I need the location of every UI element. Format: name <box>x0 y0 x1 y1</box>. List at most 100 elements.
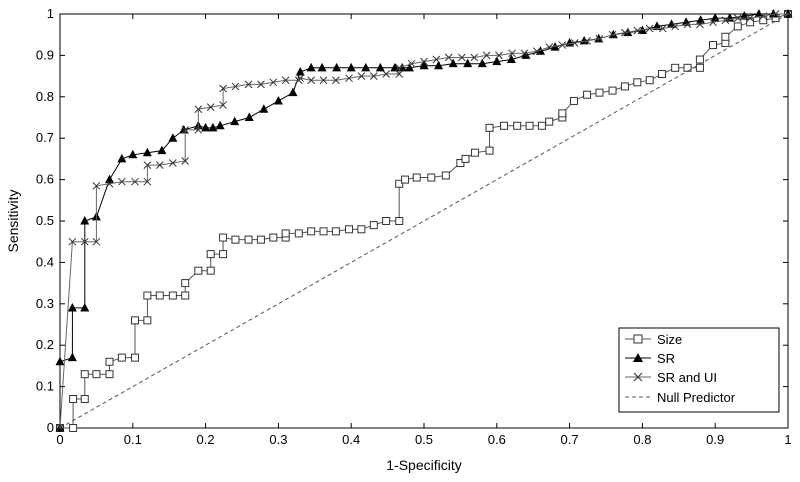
legend-entry-sr: SR <box>625 351 675 366</box>
point-1 <box>404 62 414 72</box>
point-2 <box>345 74 353 83</box>
y-tick-label: 0 <box>47 420 54 435</box>
x-axis-label: 1-Specificity <box>386 457 461 473</box>
x-tick-label: 0.2 <box>197 432 215 447</box>
point-2 <box>508 49 516 58</box>
y-tick-label: 0.8 <box>36 89 54 104</box>
point-2 <box>357 72 366 80</box>
point-2 <box>444 53 453 62</box>
point-2 <box>671 22 680 31</box>
point-0 <box>130 353 139 362</box>
point-1 <box>80 216 90 225</box>
x-tick-label: 0.4 <box>342 432 360 447</box>
point-1 <box>259 104 269 113</box>
point-0 <box>583 90 592 99</box>
point-0 <box>281 229 290 238</box>
point-2 <box>206 103 215 112</box>
point-2 <box>432 55 441 64</box>
point-0 <box>569 96 578 105</box>
point-2 <box>608 30 617 39</box>
point-2 <box>219 84 227 93</box>
point-1 <box>67 302 77 312</box>
y-tick-label: 1 <box>47 6 54 21</box>
y-tick-label: 0.1 <box>36 379 54 394</box>
point-2 <box>470 53 479 62</box>
point-1 <box>506 54 516 64</box>
point-2 <box>495 51 503 60</box>
point-0 <box>485 123 494 132</box>
point-2 <box>131 177 139 186</box>
point-1 <box>710 13 720 22</box>
point-1 <box>375 62 385 72</box>
point-0 <box>117 353 126 362</box>
point-0 <box>69 395 78 404</box>
y-tick-label: 0.3 <box>36 296 54 311</box>
point-2 <box>80 237 89 246</box>
point-2 <box>458 53 466 62</box>
point-0 <box>633 78 642 87</box>
x-tick-label: 0.3 <box>269 432 287 447</box>
point-0 <box>401 175 410 184</box>
point-0 <box>470 148 479 157</box>
axis-ticks: 0 0.1 0.2 0.3 0.4 0.5 0.6 0.7 0.8 0.9 1 0 0.1 0.2 0.3 0… <box>36 6 792 447</box>
legend-box <box>618 327 780 413</box>
point-2 <box>721 16 730 25</box>
point-0 <box>525 121 534 130</box>
point-0 <box>558 109 567 118</box>
point-2 <box>709 18 717 27</box>
point-1 <box>652 21 662 30</box>
point-0 <box>545 117 554 126</box>
point-0 <box>357 225 366 234</box>
y-tick-label: 0.5 <box>36 213 54 228</box>
point-0 <box>620 82 629 91</box>
point-1 <box>208 122 218 132</box>
point-2 <box>595 34 604 43</box>
x-tick-label: 1 <box>784 432 791 447</box>
point-2 <box>696 20 704 29</box>
y-tick-label: 0.7 <box>36 130 54 145</box>
point-1 <box>67 352 77 362</box>
point-0 <box>369 221 378 230</box>
point-2 <box>332 76 340 85</box>
point-0 <box>69 424 78 432</box>
point-2 <box>168 159 177 167</box>
point-2 <box>583 37 591 45</box>
point-2 <box>92 237 101 246</box>
point-0 <box>645 76 654 85</box>
point-2 <box>143 177 152 186</box>
point-2 <box>269 78 278 87</box>
point-2 <box>395 63 404 72</box>
point-2 <box>143 161 152 169</box>
x-tick-label: 0.9 <box>706 432 724 447</box>
point-2 <box>257 80 265 89</box>
point-1 <box>317 62 327 72</box>
point-2 <box>407 59 416 68</box>
point-1 <box>295 66 305 76</box>
point-1 <box>55 356 65 366</box>
point-0 <box>461 154 470 163</box>
point-1 <box>477 58 487 68</box>
legend-entry-size: Size <box>625 332 682 347</box>
point-0 <box>746 18 755 27</box>
point-2 <box>645 24 654 33</box>
legend-entry-sr-ui: SR and UI <box>625 370 717 385</box>
point-2 <box>105 179 114 188</box>
point-2 <box>244 80 253 89</box>
point-2 <box>759 12 768 20</box>
point-0 <box>658 70 667 79</box>
point-0 <box>500 121 509 130</box>
point-1 <box>168 133 178 142</box>
series-layer <box>55 9 793 432</box>
point-0 <box>759 16 768 25</box>
point-1 <box>739 11 749 20</box>
point-0 <box>231 235 240 244</box>
point-0 <box>456 159 465 168</box>
point-2 <box>545 43 554 51</box>
legend-entry-null: Null Predictor <box>625 390 736 405</box>
point-2 <box>92 181 101 190</box>
y-tick-label: 0.6 <box>36 172 54 187</box>
point-1 <box>463 58 473 68</box>
point-0 <box>206 266 215 275</box>
point-0 <box>331 227 340 236</box>
